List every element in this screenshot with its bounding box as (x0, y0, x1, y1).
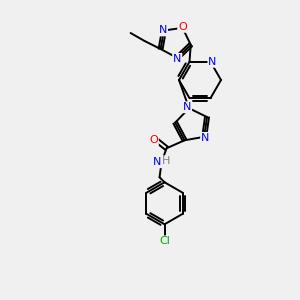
Text: N: N (173, 54, 182, 64)
Text: N: N (201, 133, 209, 143)
Text: N: N (153, 157, 162, 167)
Text: H: H (162, 156, 171, 166)
Text: N: N (183, 102, 191, 112)
Text: O: O (178, 22, 187, 32)
Text: O: O (149, 135, 158, 145)
Text: N: N (159, 26, 167, 35)
Text: Cl: Cl (159, 236, 170, 246)
Text: N: N (208, 57, 217, 67)
